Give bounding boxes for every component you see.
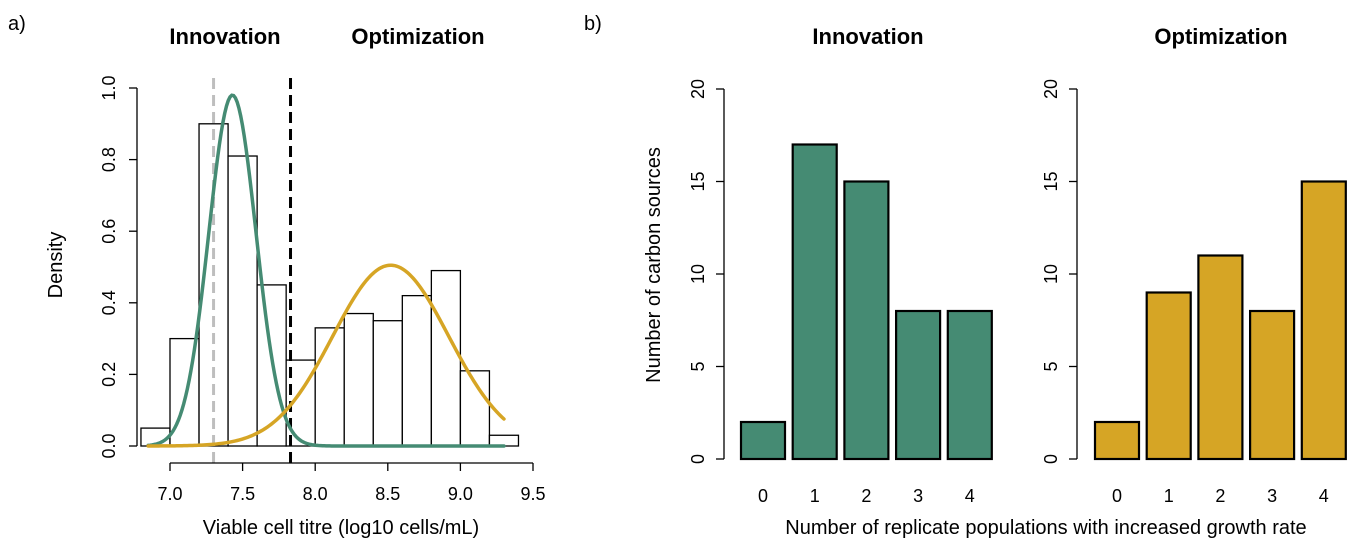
bar-shared-x-axis-label: Number of replicate populations with inc… <box>785 517 1306 539</box>
bar-y-tick-label: 15 <box>688 171 708 191</box>
hist-x-tick-label: 7.0 <box>157 484 182 504</box>
hist-y-tick-label: 0.2 <box>99 362 119 387</box>
bar-title-innovation: Innovation <box>812 24 923 49</box>
hist-y-tick-label: 1.0 <box>99 75 119 100</box>
hist-x-axis-label: Viable cell titre (log10 cells/mL) <box>203 517 479 539</box>
hist-x-tick-label: 8.5 <box>375 484 400 504</box>
bar-y-tick-label: 0 <box>1041 454 1061 464</box>
bar-y-tick-label: 20 <box>688 79 708 99</box>
bar-x-tick-label: 4 <box>1319 486 1329 506</box>
bar-optimization-2 <box>1197 254 1244 461</box>
hist-x-tick-label: 7.5 <box>230 484 255 504</box>
hist-title-innovation: Innovation <box>169 24 280 49</box>
bar-title-optimization: Optimization <box>1154 24 1287 49</box>
bar-chart-optimization: 0 1 2 3 4 0 5 10 15 20 <box>1041 79 1347 506</box>
bar-x-tick-label: 4 <box>965 486 975 506</box>
bar-optimization-3 <box>1248 309 1296 461</box>
bar-y-tick-label: 20 <box>1041 79 1061 99</box>
bar-y-axis-label: Number of carbon sources <box>643 147 665 383</box>
hist-x-tick-label: 9.0 <box>448 484 473 504</box>
bar-x-tick-label: 2 <box>1215 486 1225 506</box>
bar-x-tick-label: 3 <box>913 486 923 506</box>
bar-y-tick-label: 5 <box>688 361 708 371</box>
hist-bin-7 <box>343 312 374 447</box>
hist-bin-6 <box>314 327 345 447</box>
bar-innovation-3 <box>894 309 942 461</box>
bar-y-tick-label: 10 <box>1041 264 1061 284</box>
density-curve-innovation <box>146 93 506 448</box>
bar-x-tick-label: 2 <box>861 486 871 506</box>
bar-x-tick-label: 0 <box>758 486 768 506</box>
bar-x-tick-label: 0 <box>1112 486 1122 506</box>
bar-y-tick-label: 5 <box>1041 361 1061 371</box>
hist-y-tick-label: 0.6 <box>99 219 119 244</box>
bar-innovation-1 <box>791 143 838 461</box>
bar-optimization-4 <box>1300 180 1347 461</box>
bar-innovation-0 <box>739 420 787 461</box>
bar-y-tick-label: 15 <box>1041 171 1061 191</box>
bar-innovation-2 <box>843 180 890 461</box>
bar-chart-innovation: 0 1 2 3 4 0 5 10 15 20 <box>688 79 993 506</box>
hist-y-tick-label: 0.0 <box>99 433 119 458</box>
hist-bin-8 <box>372 320 403 447</box>
density-curve-optimization <box>146 263 506 448</box>
panel-label-b: b) <box>584 13 602 35</box>
hist-x-tick-label: 9.5 <box>520 484 545 504</box>
bar-y-tick-label: 10 <box>688 264 708 284</box>
hist-y-tick-label: 0.8 <box>99 147 119 172</box>
bar-optimization-0 <box>1093 420 1141 461</box>
panel-label-a: a) <box>8 13 26 35</box>
hist-x-tick-label: 8.0 <box>303 484 328 504</box>
bar-x-tick-label: 3 <box>1267 486 1277 506</box>
hist-bin-10 <box>430 269 462 447</box>
histogram-plot: 7.0 7.5 8.0 8.5 9.0 9.5 0.0 0.2 0.4 0.6 0.8 1.0 <box>99 75 546 504</box>
hist-bin-9 <box>401 294 433 447</box>
bar-y-tick-label: 0 <box>688 454 708 464</box>
hist-title-optimization: Optimization <box>351 24 484 49</box>
bar-x-tick-label: 1 <box>1164 486 1174 506</box>
hist-y-tick-label: 0.4 <box>99 290 119 315</box>
hist-y-axis-label: Density <box>45 232 67 299</box>
bar-x-tick-label: 1 <box>810 486 820 506</box>
bar-optimization-1 <box>1145 291 1192 461</box>
bar-innovation-4 <box>946 309 993 461</box>
